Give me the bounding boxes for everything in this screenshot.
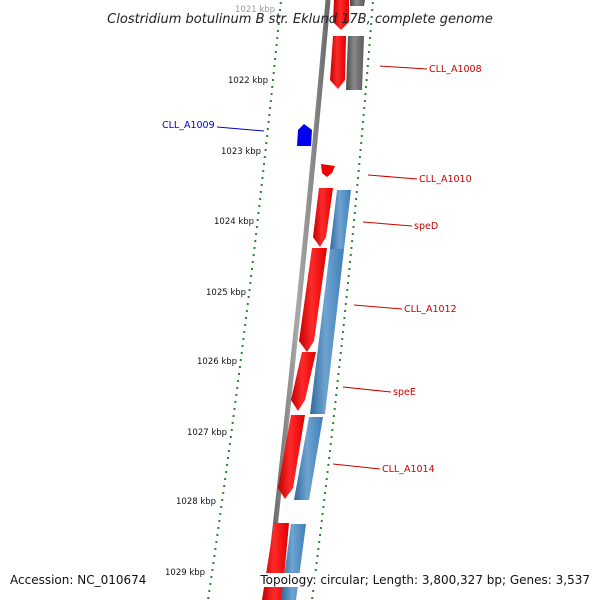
map-title: Clostridium botulinum B str. Eklund 17B,…: [107, 12, 493, 27]
label-leader-line: [216, 126, 265, 132]
gene-feature[interactable]: [294, 417, 323, 500]
tick-label: 1023 kbp: [221, 147, 261, 157]
scale-tick-labels: 1021 kbp 1022 kbp 1023 kbp 1024 kbp 1025…: [165, 5, 275, 578]
label-leader-line: [362, 221, 413, 227]
label-leader-line: [342, 386, 392, 393]
gene-label-cll-a1008[interactable]: CLL_A1008: [429, 64, 482, 75]
gene-label-sped[interactable]: speD: [414, 221, 438, 232]
cds-feature[interactable]: [278, 415, 305, 499]
gene-feature[interactable]: [350, 0, 365, 6]
tick-label: 1022 kbp: [228, 76, 268, 86]
genome-summary-text: Topology: circular; Length: 3,800,327 bp…: [260, 573, 590, 587]
gene-feature[interactable]: [330, 190, 351, 249]
backbone: [264, 0, 331, 600]
cds-feature[interactable]: [321, 164, 335, 177]
tick-label: 1029 kbp: [165, 568, 205, 578]
scale-ticks: [207, 2, 374, 599]
cds-feature[interactable]: [333, 0, 349, 30]
tick-label: 1024 kbp: [214, 217, 254, 227]
label-leader-line: [367, 174, 418, 180]
gene-label-spee[interactable]: speE: [393, 387, 416, 398]
label-leader-line: [379, 65, 428, 70]
gene-feature[interactable]: [346, 36, 364, 90]
gene-label-cll-a1014[interactable]: CLL_A1014: [382, 464, 435, 475]
label-leader-line: [353, 304, 403, 310]
cds-feature[interactable]: [313, 188, 333, 247]
tick-label: 1028 kbp: [176, 497, 216, 507]
tick-label: 1021 kbp: [235, 5, 275, 15]
gene-label-cll-a1012[interactable]: CLL_A1012: [404, 304, 457, 315]
tick-label: 1027 kbp: [187, 428, 227, 438]
cds-feature-reverse[interactable]: [297, 124, 312, 146]
gene-labels: CLL_A1008 CLL_A1009 CLL_A1010 speD CLL_A…: [162, 64, 482, 475]
gene-feature[interactable]: [310, 249, 344, 414]
label-leader-line: [332, 463, 381, 470]
accession-text: Accession: NC_010674: [10, 573, 147, 587]
gene-track: [281, 0, 365, 600]
tick-label: 1026 kbp: [197, 357, 237, 367]
tick-label: 1025 kbp: [206, 288, 246, 298]
cds-feature[interactable]: [330, 36, 346, 89]
gene-label-cll-a1010[interactable]: CLL_A1010: [419, 174, 472, 185]
cds-feature[interactable]: [291, 352, 316, 411]
gene-label-cll-a1009[interactable]: CLL_A1009: [162, 120, 215, 131]
cds-feature[interactable]: [299, 248, 327, 352]
